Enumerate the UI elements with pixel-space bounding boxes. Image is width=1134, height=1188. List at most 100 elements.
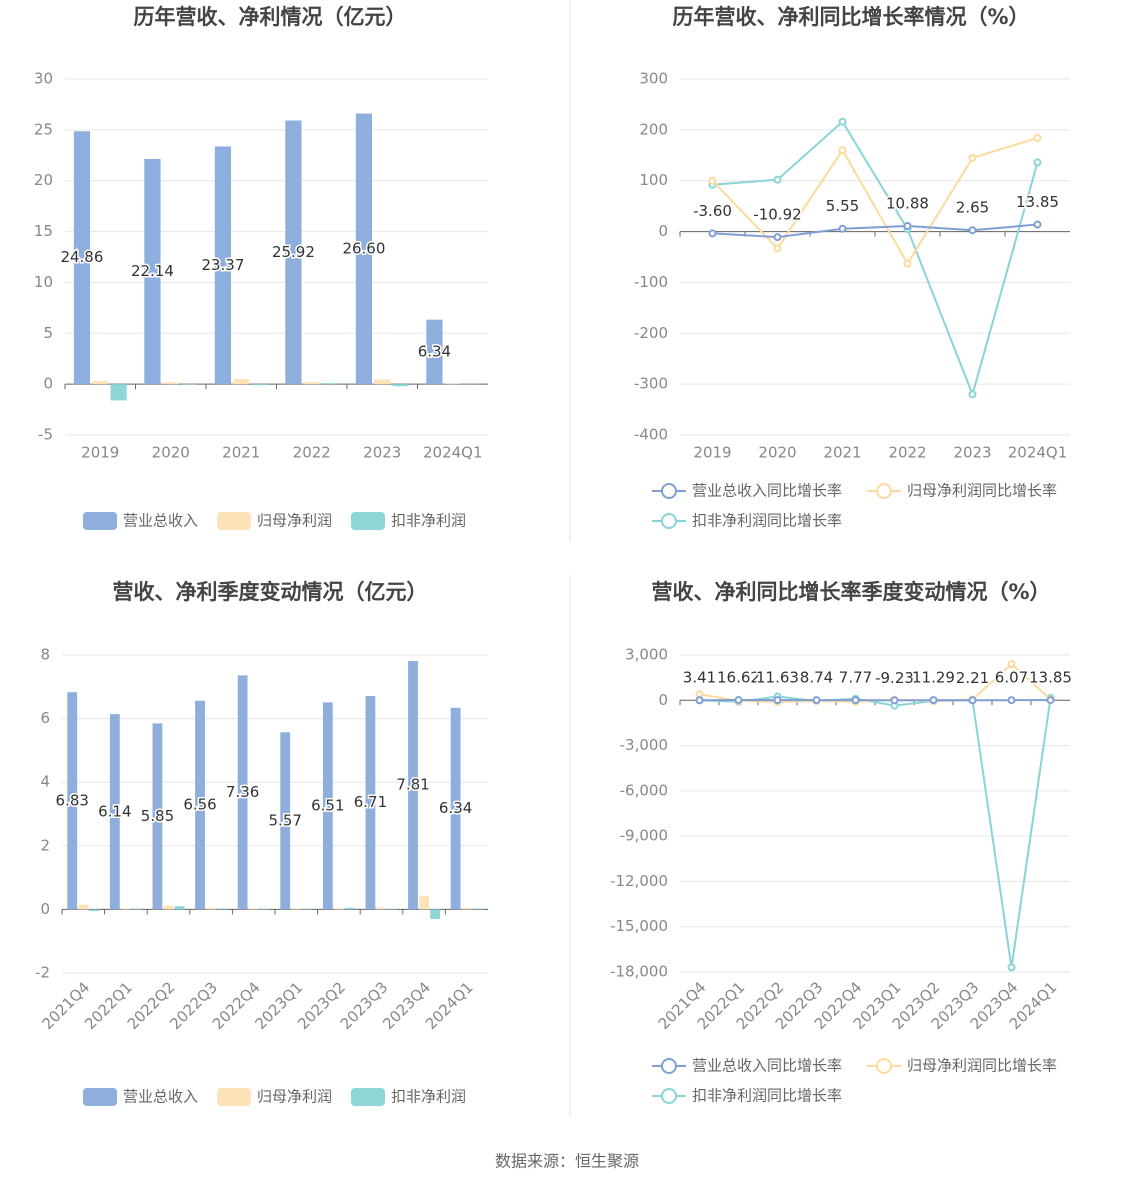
point	[1007, 696, 1016, 705]
y-tick-label: 0	[40, 900, 50, 918]
bar	[334, 908, 344, 910]
value-label: 6.51	[311, 796, 344, 814]
point	[734, 696, 743, 705]
line	[712, 223, 1038, 239]
x-tick-label: 2023	[363, 444, 401, 462]
x-tick-label: 2019	[693, 444, 731, 462]
y-tick-label: -9,000	[620, 827, 668, 845]
value-label: 22.14	[131, 262, 174, 280]
y-tick-label: 200	[639, 120, 668, 138]
y-tick-label: 3,000	[625, 646, 668, 664]
value-label: 26.60	[342, 239, 385, 257]
bar	[374, 379, 391, 385]
value-label: -3.60	[693, 202, 732, 220]
x-tick-label: 2020	[758, 444, 796, 462]
point	[838, 146, 847, 155]
x-tick-label: 2022	[888, 444, 926, 462]
chart-title: 历年营收、净利情况（亿元）	[134, 5, 407, 29]
legend-label: 扣非净利润	[391, 1088, 466, 1106]
bar	[217, 908, 228, 910]
legend-swatch	[217, 1088, 251, 1106]
point	[812, 696, 821, 705]
bar	[152, 723, 163, 910]
y-tick-label: 0	[658, 222, 668, 240]
legend-label: 营业总收入同比增长率	[692, 482, 842, 500]
legend-marker	[661, 513, 677, 529]
bar	[214, 146, 232, 385]
value-label: 3.41	[683, 669, 716, 687]
bar	[162, 382, 179, 385]
x-tick-label: 2024Q1	[1008, 444, 1068, 462]
point	[695, 696, 704, 705]
y-tick-label: 15	[34, 222, 53, 240]
x-tick-label: 2024Q1	[423, 444, 483, 462]
bar	[109, 714, 120, 910]
y-tick-label: -400	[634, 426, 668, 444]
y-tick-label: 0	[658, 691, 668, 709]
point	[890, 696, 899, 705]
y-tick-label: 25	[34, 120, 53, 138]
y-tick-label: 6	[40, 709, 50, 727]
bar	[408, 661, 418, 910]
value-label: 16.62	[717, 669, 760, 687]
value-label: 7.81	[396, 776, 429, 794]
legend-marker	[876, 483, 892, 499]
bar	[291, 908, 302, 910]
bar	[89, 909, 100, 911]
value-label: 6.34	[418, 342, 451, 360]
y-tick-label: 4	[40, 773, 50, 791]
y-tick-label: -300	[634, 375, 668, 393]
point	[1007, 660, 1016, 669]
line	[712, 120, 1039, 398]
chart-title: 历年营收、净利同比增长率情况（%）	[672, 5, 1029, 29]
bar	[206, 907, 216, 910]
value-label: 6.34	[439, 799, 472, 817]
x-tick-label: 2019	[81, 444, 119, 462]
point	[773, 233, 782, 242]
bar	[180, 384, 198, 385]
bar	[345, 907, 355, 910]
point	[851, 696, 860, 705]
bar	[259, 908, 270, 910]
y-tick-label: 5	[43, 324, 53, 342]
value-label: 6.83	[56, 791, 89, 809]
x-tick-label: 2021	[222, 444, 260, 462]
y-tick-label: 2	[40, 836, 50, 854]
y-tick-label: -18,000	[610, 963, 668, 981]
bar	[303, 382, 320, 385]
legend-label: 归母净利润	[257, 512, 332, 530]
bar	[233, 379, 250, 385]
point	[838, 117, 847, 126]
bar	[444, 383, 461, 385]
legend-marker	[661, 483, 677, 499]
bar	[365, 696, 376, 910]
bar	[248, 908, 259, 910]
legend-swatch	[83, 1088, 117, 1106]
point	[929, 696, 938, 705]
value-label: 25.92	[272, 243, 315, 261]
bar	[251, 384, 268, 386]
point	[968, 153, 977, 162]
chart-title: 营收、净利同比增长率季度变动情况（%）	[651, 580, 1050, 604]
value-label: 2.65	[956, 199, 989, 217]
legend-label: 归母净利润同比增长率	[907, 482, 1057, 500]
bar	[144, 158, 161, 385]
legend-label: 营业总收入同比增长率	[692, 1057, 842, 1075]
bar	[392, 384, 409, 387]
value-label: 11.63	[756, 669, 799, 687]
bar	[121, 908, 131, 910]
y-tick-label: 300	[639, 70, 668, 88]
bar	[163, 905, 174, 910]
value-label: -9.23	[875, 669, 914, 687]
source: 数据来源：恒生聚源	[495, 1152, 639, 1171]
bar	[67, 692, 78, 910]
legend-marker	[876, 1058, 892, 1074]
y-tick-label: -2	[35, 964, 50, 982]
value-label: 7.36	[226, 783, 259, 801]
value-label: -10.92	[753, 206, 801, 224]
bar	[78, 904, 89, 910]
value-label: 13.85	[1016, 193, 1059, 211]
legend-label: 扣非净利润同比增长率	[692, 1087, 842, 1105]
point	[968, 390, 977, 399]
value-label: 2.21	[956, 669, 989, 687]
